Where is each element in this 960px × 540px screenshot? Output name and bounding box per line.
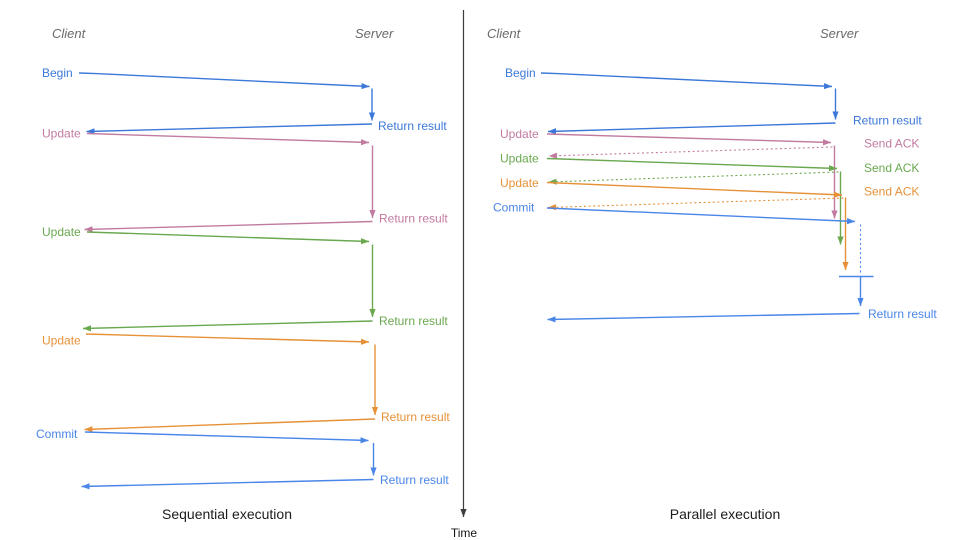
seq-update1-label: Update (42, 127, 81, 141)
par-update3-request-arrow (546, 181, 843, 198)
seq-update1-response-arrow (84, 220, 373, 233)
par-update2-ack-label: Send ACK (864, 161, 919, 175)
par-update2-label: Update (500, 152, 539, 166)
seq-commit-request-arrow (84, 431, 369, 444)
par-begin-label: Begin (505, 66, 536, 80)
par-server-header: Server (820, 26, 859, 41)
sequential-caption: Sequential execution (162, 506, 292, 522)
par-update3-ack-dotted-arrow (547, 197, 844, 211)
seq-begin-response-label: Return result (378, 119, 447, 133)
seq-update3-response-label: Return result (381, 410, 450, 424)
parallel-diagram: Client Server Begin Return result Update… (487, 26, 937, 522)
seq-update1-request-arrow (86, 132, 370, 146)
par-update1-request-arrow (546, 133, 832, 146)
par-commit-request-arrow (546, 207, 856, 225)
par-update3-ack-label: Send ACK (864, 185, 919, 199)
sequential-diagram: Client Server Begin Return result Update… (36, 26, 450, 522)
seq-update2-response-label: Return result (379, 314, 448, 328)
seq-update1-response-label: Return result (379, 212, 448, 226)
par-update2-request-arrow (546, 157, 838, 172)
seq-update3-request-arrow (85, 333, 370, 345)
seq-client-header: Client (52, 26, 87, 41)
time-axis: Time (451, 10, 478, 540)
seq-server-header: Server (355, 26, 394, 41)
seq-commit-response-label: Return result (380, 473, 449, 487)
par-commit-label: Commit (493, 201, 535, 215)
par-update2-ack-dotted-arrow (548, 171, 839, 185)
par-update1-label: Update (500, 127, 539, 141)
par-begin-response-label: Return result (853, 114, 922, 128)
par-commit-response-arrow (547, 312, 860, 323)
seq-begin-request-arrow (78, 72, 370, 90)
seq-update2-label: Update (42, 225, 81, 239)
seq-update3-response-arrow (84, 418, 376, 433)
seq-commit-response-arrow (81, 478, 374, 490)
time-axis-label: Time (451, 526, 478, 540)
par-update1-ack-dotted-arrow (548, 146, 833, 159)
seq-begin-response-arrow (86, 123, 373, 135)
par-commit-response-label: Return result (868, 307, 937, 321)
par-update3-label: Update (500, 176, 539, 190)
par-update1-ack-label: Send ACK (864, 137, 919, 151)
seq-update2-request-arrow (86, 231, 370, 245)
par-begin-request-arrow (540, 72, 833, 90)
seq-update3-label: Update (42, 334, 81, 348)
parallel-caption: Parallel execution (670, 506, 781, 522)
seq-commit-label: Commit (36, 427, 78, 441)
par-begin-response-arrow (547, 122, 836, 135)
seq-update2-response-arrow (82, 320, 373, 332)
par-client-header: Client (487, 26, 522, 41)
seq-begin-label: Begin (42, 66, 73, 80)
